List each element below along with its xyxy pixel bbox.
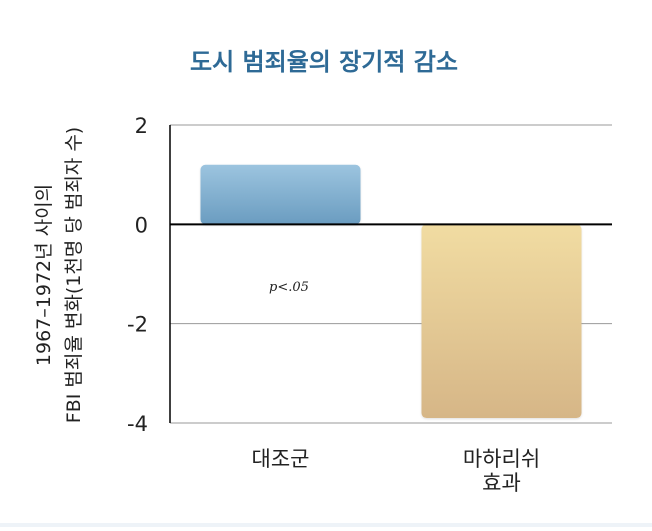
y-tick-label: -4	[127, 412, 148, 436]
y-axis-label-line1: 1967–1972년 사이의	[33, 184, 55, 366]
y-axis-label-line2: FBI 범죄율 변화(1천명 당 범죄자 수)	[63, 127, 85, 423]
bottom-divider	[0, 523, 652, 527]
x-tick-label: 마하리쉬 효과	[463, 447, 540, 495]
chart-title: 도시 범죄율의 장기적 감소	[190, 48, 458, 76]
bar-2	[421, 224, 582, 419]
y-tick-label: -2	[127, 313, 148, 337]
y-tick-label: 0	[135, 213, 148, 237]
y-tick-label: 2	[135, 114, 148, 138]
bar-1	[200, 164, 361, 225]
significance-annotation: p<.05	[269, 280, 309, 295]
x-tick-label: 대조군	[252, 447, 310, 471]
plot-area: 2 0 -2 -4 대조군 마하리쉬 효과 p<.05	[127, 114, 612, 495]
